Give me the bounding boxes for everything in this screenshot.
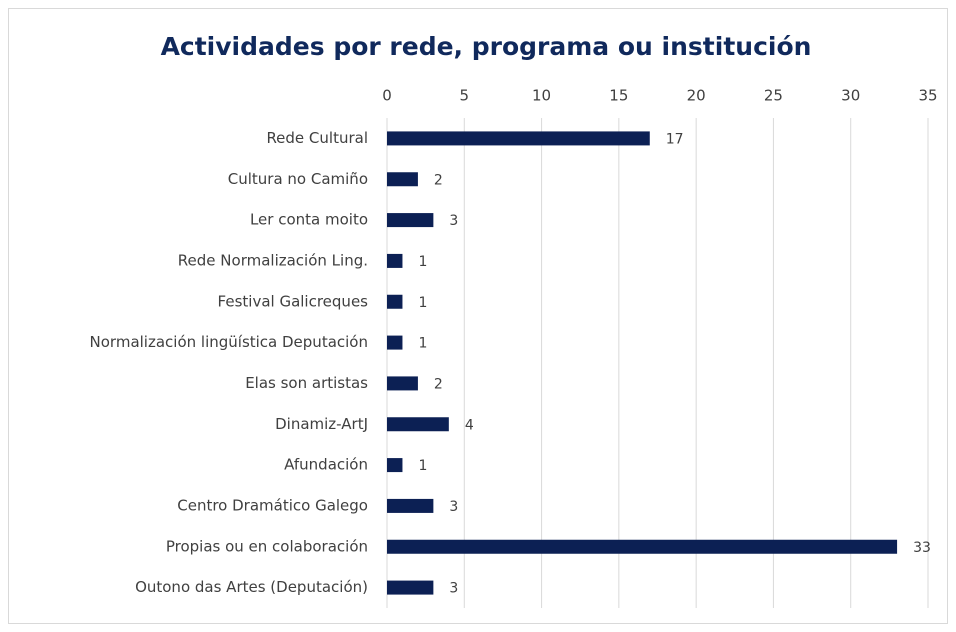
data-label: 2 [434, 172, 443, 188]
x-tick-label: 10 [532, 87, 551, 105]
x-tick-label: 15 [609, 87, 628, 105]
data-label: 3 [449, 213, 458, 229]
y-tick-label: Centro Dramático Galego [177, 496, 368, 514]
data-label: 17 [666, 131, 684, 147]
data-label: 3 [449, 499, 458, 515]
data-label: 33 [913, 540, 931, 556]
bar [387, 376, 418, 391]
y-tick-label: Ler conta moito [250, 211, 368, 229]
bar [387, 131, 650, 146]
y-tick-label: Afundación [284, 456, 368, 474]
y-tick-label: Cultura no Camiño [228, 170, 368, 188]
bar [387, 580, 434, 595]
bar [387, 172, 418, 187]
data-label: 3 [449, 581, 458, 597]
y-tick-label: Rede Normalización Ling. [178, 251, 368, 269]
x-tick-label: 35 [918, 87, 937, 105]
bar [387, 294, 403, 309]
bar [387, 417, 449, 432]
bar [387, 335, 403, 350]
y-tick-label: Normalización lingüística Deputación [90, 333, 368, 351]
bar [387, 213, 434, 228]
data-label: 1 [418, 458, 427, 474]
bar [387, 458, 403, 473]
x-tick-label: 30 [841, 87, 860, 105]
y-tick-label: Rede Cultural [266, 129, 368, 147]
data-label: 1 [418, 254, 427, 270]
data-label: 4 [465, 417, 474, 433]
y-tick-label: Dinamiz-ArtJ [275, 415, 368, 433]
y-tick-label: Festival Galicreques [218, 292, 369, 310]
x-tick-label: 20 [687, 87, 706, 105]
y-tick-label: Propias ou en colaboración [166, 537, 368, 555]
data-label: 2 [434, 376, 443, 392]
chart-title: Actividades por rede, programa ou instit… [161, 32, 812, 61]
data-label: 1 [418, 336, 427, 352]
chart-border [8, 8, 948, 624]
bar [387, 498, 434, 513]
data-label: 1 [418, 295, 427, 311]
bar [387, 253, 403, 268]
x-tick-label: 5 [460, 87, 470, 105]
bar [387, 539, 898, 554]
x-tick-label: 25 [764, 87, 783, 105]
y-tick-label: Outono das Artes (Deputación) [135, 578, 368, 596]
y-tick-label: Elas son artistas [245, 374, 368, 392]
x-tick-label: 0 [382, 87, 392, 105]
